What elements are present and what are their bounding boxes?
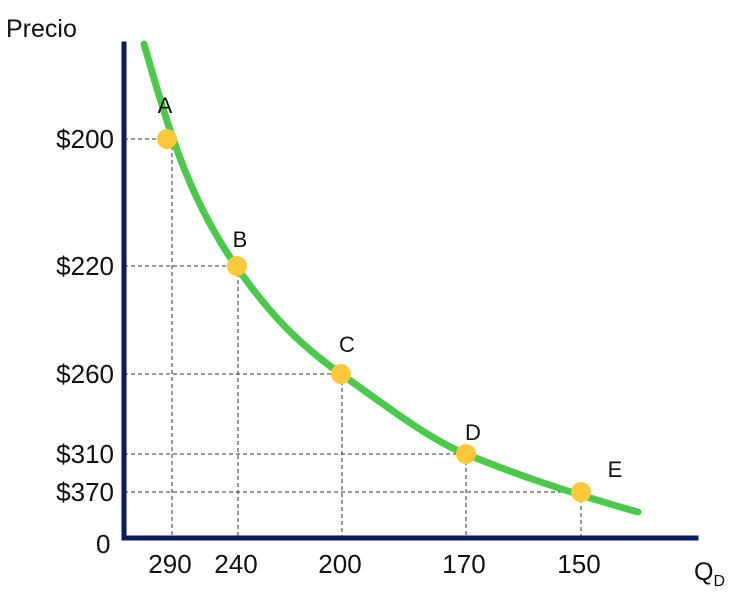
x-tick-e: 150: [557, 549, 600, 579]
y-tick-labels: $200 $220 $260 $310 $370: [56, 124, 114, 507]
y-tick-e: $370: [56, 477, 114, 507]
demand-curve: [140, 40, 642, 516]
y-tick-a: $200: [56, 124, 114, 154]
point-label-a: A: [158, 93, 173, 118]
point-b: [227, 256, 247, 276]
point-labels: A B C D E: [158, 93, 623, 482]
x-tick-c: 200: [318, 549, 361, 579]
x-axis-title-subscript: D: [713, 573, 725, 590]
data-points: [157, 129, 591, 502]
point-label-d: D: [465, 420, 481, 445]
y-tick-d: $310: [56, 439, 114, 469]
point-label-b: B: [233, 227, 248, 252]
x-tick-b: 240: [214, 549, 257, 579]
y-axis-title: Precio: [6, 15, 77, 43]
point-c: [331, 364, 351, 384]
x-axis-title-main: Q: [694, 558, 713, 586]
point-e: [571, 482, 591, 502]
x-axis-title: QD: [694, 558, 725, 590]
y-tick-c: $260: [56, 359, 114, 389]
y-tick-b: $220: [56, 251, 114, 281]
x-tick-d: 170: [442, 549, 485, 579]
x-tick-a: 290: [148, 549, 191, 579]
point-d: [456, 444, 476, 464]
point-label-e: E: [608, 457, 623, 482]
point-a: [157, 129, 177, 149]
guide-lines: [124, 138, 582, 538]
point-label-c: C: [339, 332, 355, 357]
x-tick-labels: 290 240 200 170 150: [148, 549, 600, 579]
origin-label: 0: [96, 529, 110, 559]
